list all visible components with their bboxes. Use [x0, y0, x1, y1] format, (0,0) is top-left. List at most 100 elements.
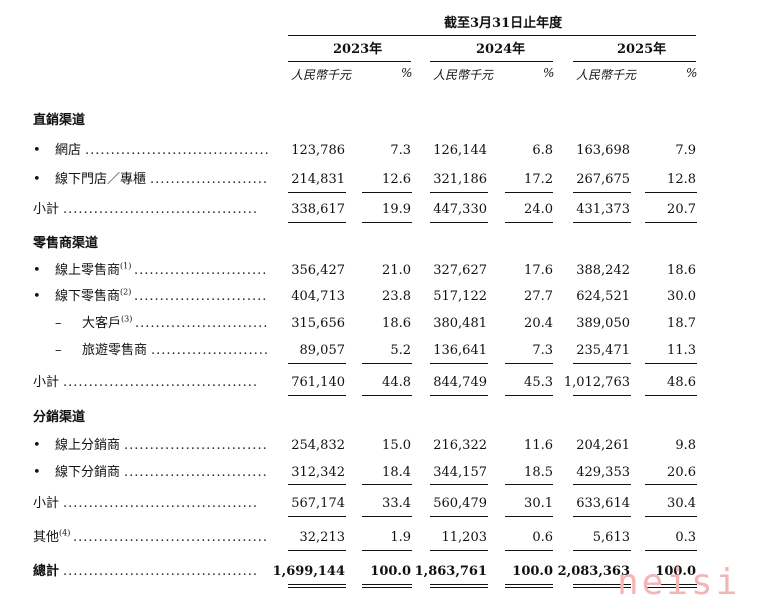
subtotal-0-value-2: 447,330	[433, 202, 487, 217]
subtotal-0-rule-5	[645, 222, 697, 223]
row-1-3-value-1: 5.2	[390, 343, 411, 358]
row-bullet-0-0: •	[33, 143, 41, 158]
row-2-1-value-3: 18.5	[524, 465, 553, 480]
row-0-0-value-1: 7.3	[390, 143, 411, 158]
subtotal-1-rule-1	[362, 395, 412, 396]
other-rule-1	[362, 550, 412, 551]
subtotal-dots-0: ......................................	[63, 202, 259, 217]
row-1-1-value-5: 30.0	[667, 289, 696, 304]
total-rule-0	[288, 584, 346, 585]
row-bullet-0-1: •	[33, 172, 41, 187]
subtotal-1-value-1: 44.8	[382, 375, 411, 390]
row-0-1-value-5: 12.8	[667, 172, 696, 187]
year-header-2024: 2024年	[476, 42, 526, 57]
other-value-5: 0.3	[675, 530, 696, 545]
row-1-3-value-5: 11.3	[667, 343, 696, 358]
subtotal-2-rule-3	[505, 516, 553, 517]
unit-pct-2025: %	[686, 66, 698, 80]
row-2-1-rule-3	[505, 484, 553, 485]
row-1-0-value-4: 388,242	[576, 263, 630, 278]
total-rule2-4	[573, 587, 631, 588]
other-rule-2	[430, 550, 488, 551]
row-1-3-value-4: 235,471	[576, 343, 630, 358]
unit-rmb-2023: 人民幣千元	[291, 68, 352, 82]
row-label-2-0-text: 線上分銷商	[55, 438, 121, 453]
other-value-1: 1.9	[390, 530, 411, 545]
row-bullet-1-1: •	[33, 289, 41, 304]
row-bullet-1-2: –	[55, 316, 62, 331]
row-0-0-value-3: 6.8	[532, 143, 553, 158]
subtotal-2-rule-2	[430, 516, 488, 517]
year-header-2025: 2025年	[617, 42, 667, 57]
subtotal-2-rule-5	[645, 516, 697, 517]
row-1-0-value-1: 21.0	[382, 263, 411, 278]
row-dots-2-1: ......................................	[124, 465, 268, 480]
row-label-0-1-text: 線下門店／專櫃	[55, 172, 147, 187]
row-1-0-value-3: 17.6	[524, 263, 553, 278]
row-bullet-1-3: –	[55, 343, 62, 358]
row-label-0-1: 線下門店／專櫃	[55, 172, 146, 188]
subtotal-0-rule-0	[288, 222, 346, 223]
total-rule2-3	[505, 587, 553, 588]
watermark: neisi	[617, 562, 741, 603]
total-value-4: 2,083,363	[557, 564, 630, 579]
row-2-1-value-4: 429,353	[576, 465, 630, 480]
subtotal-2-value-0: 567,174	[291, 496, 345, 511]
total-rule-2	[430, 584, 488, 585]
subtotal-1-value-5: 48.6	[667, 375, 696, 390]
other-value-4: 5,613	[592, 530, 630, 545]
row-2-1-rule-2	[430, 484, 488, 485]
row-2-0-value-3: 11.6	[524, 438, 553, 453]
row-1-0-value-5: 18.6	[667, 263, 696, 278]
subtotal-0-value-4: 431,373	[576, 202, 630, 217]
row-1-3-rule-5	[645, 363, 697, 364]
subtotal-0-rule-2	[430, 222, 488, 223]
row-label-1-3: 旅遊零售商	[82, 343, 147, 359]
row-2-1-rule-1	[362, 484, 412, 485]
row-bullet-1-0: •	[33, 263, 41, 278]
row-1-2-value-3: 20.4	[524, 316, 553, 331]
row-1-2-value-1: 18.6	[382, 316, 411, 331]
row-1-3-rule-4	[573, 363, 631, 364]
subtotal-1-value-0: 761,140	[291, 375, 345, 390]
subtotal-label-1: 小計	[33, 375, 59, 391]
row-1-1-value-3: 27.7	[524, 289, 553, 304]
row-1-1-value-2: 517,122	[433, 289, 487, 304]
other-label-text: 其他	[33, 530, 60, 545]
row-dots-1-3: ......................................	[151, 343, 268, 358]
row-label-1-0: 線上零售商(1)	[55, 261, 132, 279]
total-dots: ......................................	[63, 564, 259, 579]
row-dots-0-0: ......................................	[85, 143, 268, 158]
row-label-1-1: 線下零售商(2)	[55, 288, 131, 305]
year-rule-2025	[573, 61, 696, 62]
row-label-1-0-text: 線上零售商	[55, 263, 121, 278]
total-rule-3	[505, 584, 553, 585]
year-rule-2024	[430, 61, 553, 62]
row-dots-2-0: ......................................	[124, 438, 268, 453]
row-label-1-0-footnote: (1)	[120, 261, 132, 271]
row-label-2-0: 線上分銷商	[55, 438, 120, 454]
other-label-footnote: (4)	[59, 528, 71, 538]
subtotal-0-value-1: 19.9	[382, 202, 411, 217]
row-label-0-0-text: 網店	[55, 143, 82, 158]
row-1-2-value-4: 389,050	[576, 316, 630, 331]
header-rule	[288, 35, 696, 36]
row-2-1-value-0: 312,342	[291, 465, 345, 480]
other-rule-5	[645, 550, 697, 551]
subtotal-0-rule-1	[362, 222, 412, 223]
row-0-1-value-0: 214,831	[291, 172, 345, 187]
row-1-0-value-2: 327,627	[433, 263, 487, 278]
row-2-1-value-1: 18.4	[382, 465, 411, 480]
row-0-1-rule-3	[505, 192, 553, 193]
row-2-1-rule-5	[645, 484, 697, 485]
row-label-0-0: 網店	[55, 143, 81, 159]
subtotal-label-2-text: 小計	[33, 496, 60, 511]
row-0-1-value-3: 17.2	[524, 172, 553, 187]
row-2-0-value-5: 9.8	[675, 438, 696, 453]
row-1-3-value-2: 136,641	[433, 343, 487, 358]
row-0-1-rule-2	[430, 192, 488, 193]
other-rule-3	[505, 550, 553, 551]
subtotal-2-value-2: 560,479	[433, 496, 487, 511]
other-value-0: 32,213	[299, 530, 346, 545]
unit-pct-2024: %	[543, 66, 555, 80]
